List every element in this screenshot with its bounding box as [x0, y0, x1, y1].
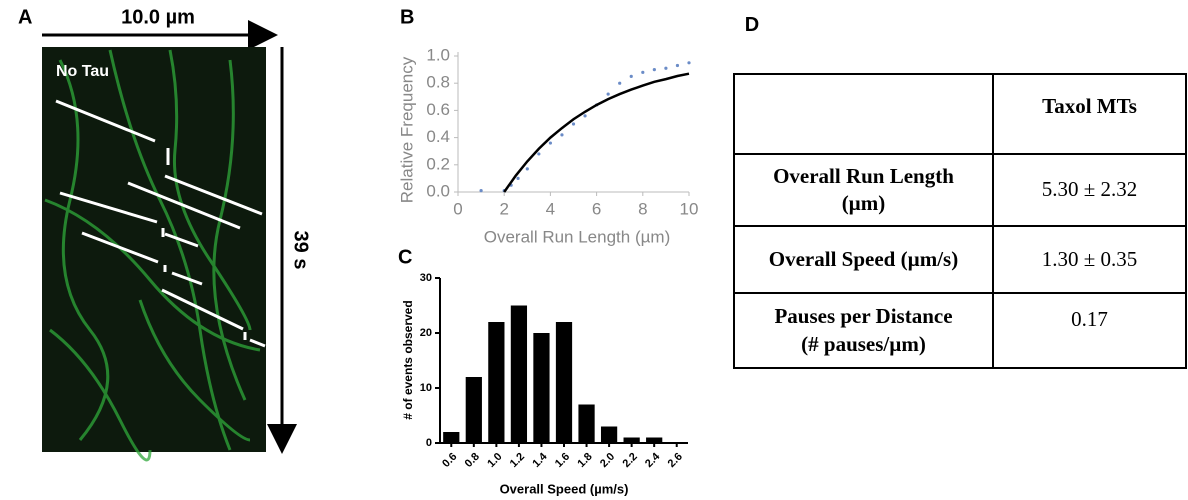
x-tick-label: 0	[453, 199, 462, 218]
y-tick-label: 0.8	[426, 73, 450, 92]
panel-label: C	[398, 246, 412, 268]
x-tick-label: 1.2	[508, 451, 527, 470]
table-cell: 0.17	[1071, 307, 1108, 331]
bar	[443, 432, 460, 443]
bar	[646, 437, 663, 443]
x-tick-label: 2.2	[621, 451, 640, 470]
condition-label: No Tau	[56, 63, 109, 80]
y-tick-label: 0	[426, 437, 432, 449]
x-tick-label: 1.0	[485, 451, 504, 470]
y-tick-label: 0.4	[426, 127, 450, 146]
x-tick-label: 6	[592, 199, 601, 218]
panel-label: D	[744, 14, 760, 36]
x-tick-label: 10	[680, 199, 699, 218]
point	[560, 133, 564, 137]
table-cell: Pauses per Distance (# pauses/µm)	[735, 294, 994, 367]
point	[525, 167, 529, 171]
y-axis-label: Relative Frequency	[397, 56, 416, 203]
bar	[533, 333, 550, 443]
table-cell: Overall Run Length (µm)	[735, 155, 994, 227]
y-tick-label: 20	[420, 327, 432, 339]
x-axis-label: Overall Speed (µm/s)	[500, 481, 629, 496]
point	[652, 68, 656, 72]
x-tick-label: 4	[546, 199, 555, 218]
bar	[555, 322, 573, 443]
point	[537, 152, 541, 156]
y-tick-label: 10	[420, 382, 432, 394]
point	[583, 114, 587, 118]
x-axis-label: Overall Run Length (µm)	[484, 227, 670, 246]
x-tick-label: 2.6	[666, 451, 685, 470]
y-axis-label: # of events observed	[401, 300, 415, 419]
y-tick-label: 0.0	[426, 181, 450, 200]
point	[664, 66, 668, 70]
table: Taxol MTs Overall Run Length (µm) 5.30 ± 2…	[733, 73, 1187, 369]
x-tick-label: 2.0	[598, 451, 617, 470]
point	[675, 63, 680, 68]
point	[606, 92, 610, 96]
point	[641, 70, 645, 74]
y-tick-label: 1.0	[426, 45, 450, 64]
point	[571, 122, 576, 126]
bar	[465, 377, 482, 443]
table-cell: 1.30 ± 0.35	[994, 227, 1185, 294]
table-cell: 5.30 ± 2.32	[994, 155, 1185, 227]
y-tick-label: 0.2	[426, 154, 450, 173]
y-tick-label: 30	[420, 272, 432, 284]
x-tick-label: 1.8	[575, 451, 594, 470]
scale-label: 10.0 µm	[121, 6, 195, 28]
x-tick-label: 0.8	[463, 451, 482, 470]
table-cell: Overall Speed (µm/s)	[735, 227, 994, 294]
point	[629, 74, 633, 78]
bar	[578, 404, 595, 443]
x-tick-label: 1.4	[530, 450, 550, 470]
point	[548, 141, 553, 145]
x-tick-label: 1.6	[553, 451, 572, 470]
fit-line	[503, 72, 690, 193]
table-cell: Taxol MTs	[994, 75, 1185, 155]
kymograph: No Tau	[42, 47, 266, 462]
bar	[623, 437, 640, 443]
x-tick-label: 8	[638, 199, 647, 218]
bar	[488, 322, 505, 443]
point	[516, 176, 520, 180]
bar	[510, 305, 528, 443]
point	[479, 189, 483, 193]
bar	[600, 426, 618, 443]
point	[687, 61, 691, 65]
panel-label: A	[18, 6, 32, 28]
table-cell	[735, 75, 994, 155]
point	[618, 81, 622, 85]
x-tick-label: 2	[499, 199, 508, 218]
time-label: 39 s	[290, 231, 312, 270]
x-tick-label: 2.4	[643, 450, 663, 470]
panel-label: B	[400, 6, 414, 28]
x-tick-label: 0.6	[440, 451, 459, 470]
y-tick-label: 0.6	[426, 100, 450, 119]
